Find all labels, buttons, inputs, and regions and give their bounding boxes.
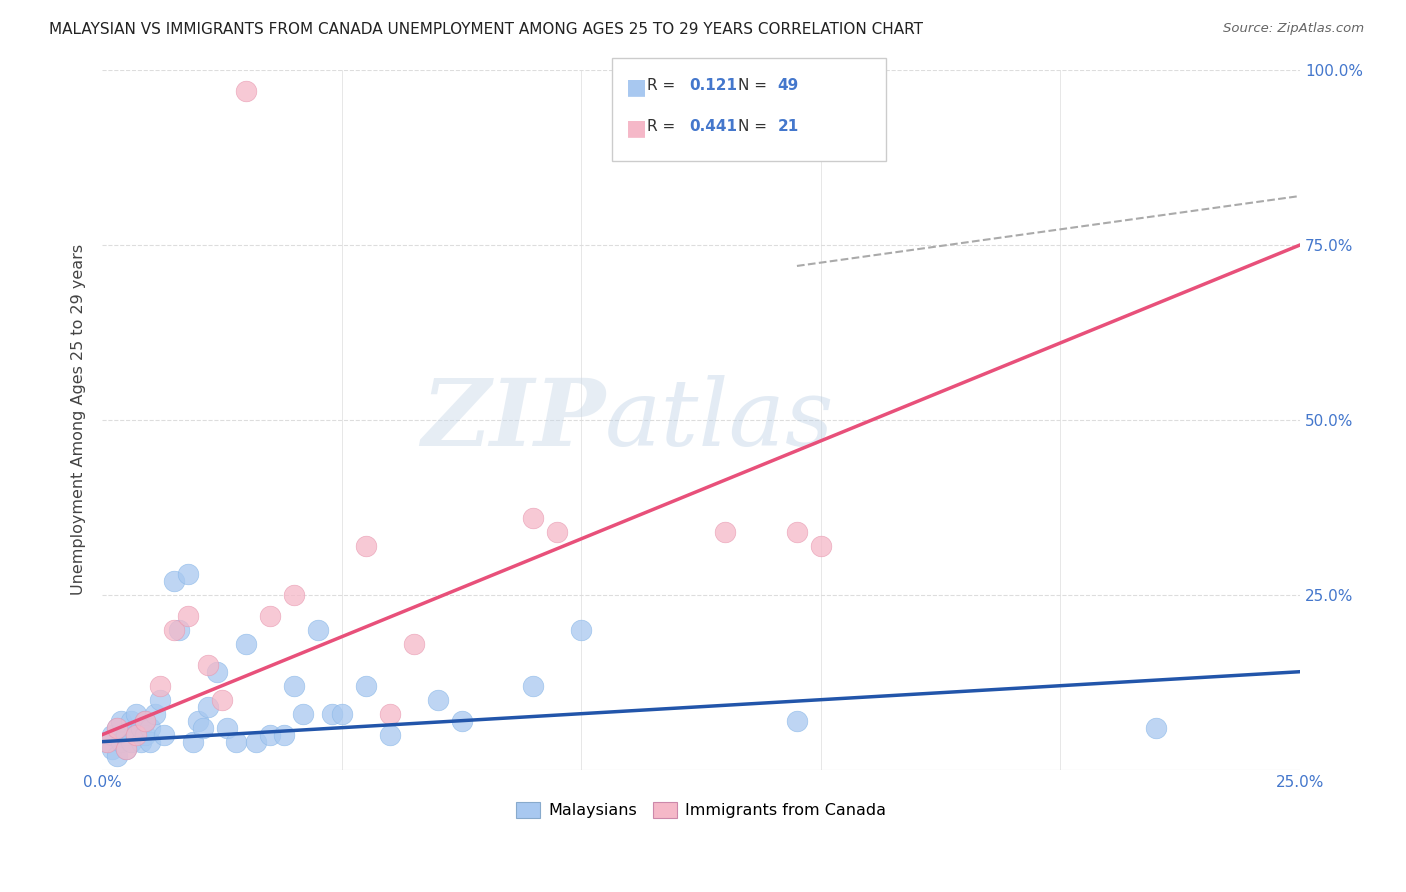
Point (101, 741, 124, 756)
Point (283, 679, 305, 693)
Point (235, 637, 257, 651)
Point (378, 706, 401, 721)
Point (105, 721, 128, 735)
Point (115, 741, 138, 756)
Point (143, 706, 166, 721)
Point (105, 748, 128, 763)
Point (120, 714, 142, 728)
Point (292, 706, 315, 721)
Point (167, 623, 190, 637)
Text: 21: 21 (778, 119, 799, 134)
Point (354, 679, 377, 693)
Point (139, 721, 162, 735)
Point (273, 728, 295, 742)
Point (450, 714, 472, 728)
Point (134, 728, 156, 742)
Point (426, 692, 449, 706)
Point (181, 734, 204, 748)
Point (786, 524, 808, 539)
Point (569, 623, 592, 637)
Point (197, 657, 219, 672)
Point (354, 539, 377, 553)
Legend: Malaysians, Immigrants from Canada: Malaysians, Immigrants from Canada (510, 796, 893, 824)
Point (205, 665, 228, 679)
Point (402, 637, 425, 651)
Point (187, 714, 209, 728)
Point (378, 728, 401, 742)
Point (149, 692, 172, 706)
Text: MALAYSIAN VS IMMIGRANTS FROM CANADA UNEMPLOYMENT AMONG AGES 25 TO 29 YEARS CORRE: MALAYSIAN VS IMMIGRANTS FROM CANADA UNEM… (49, 22, 924, 37)
Text: atlas: atlas (606, 375, 835, 465)
Point (125, 728, 148, 742)
Point (153, 728, 176, 742)
Point (134, 714, 156, 728)
Point (134, 714, 156, 728)
Point (215, 721, 238, 735)
Point (129, 734, 152, 748)
Point (235, 84, 257, 98)
Point (110, 734, 132, 748)
Text: Source: ZipAtlas.com: Source: ZipAtlas.com (1223, 22, 1364, 36)
Point (96, 734, 118, 748)
Point (163, 623, 186, 637)
Text: ■: ■ (626, 78, 647, 97)
Point (197, 699, 219, 714)
Point (120, 734, 142, 748)
Point (191, 721, 214, 735)
Y-axis label: Unemployment Among Ages 25 to 29 years: Unemployment Among Ages 25 to 29 years (72, 244, 86, 596)
Point (307, 623, 329, 637)
Point (163, 574, 186, 588)
Point (714, 524, 737, 539)
Text: ZIP: ZIP (420, 375, 606, 465)
Point (177, 566, 200, 581)
Point (330, 706, 353, 721)
Point (522, 510, 544, 524)
Text: 0.121: 0.121 (689, 78, 737, 93)
Point (110, 714, 132, 728)
Point (259, 608, 281, 623)
Point (101, 728, 124, 742)
Text: ■: ■ (626, 119, 647, 138)
Point (225, 734, 247, 748)
Point (786, 714, 808, 728)
Point (105, 721, 128, 735)
Text: N =: N = (738, 78, 772, 93)
Point (1144, 721, 1167, 735)
Point (321, 706, 343, 721)
Point (96, 734, 118, 748)
Point (522, 679, 544, 693)
Point (139, 734, 162, 748)
Point (149, 679, 172, 693)
Point (125, 728, 148, 742)
Point (810, 539, 832, 553)
Point (129, 721, 152, 735)
Point (115, 741, 138, 756)
Point (546, 524, 568, 539)
Point (125, 706, 148, 721)
Text: 49: 49 (778, 78, 799, 93)
Point (115, 728, 138, 742)
Point (259, 728, 281, 742)
Point (245, 734, 267, 748)
Point (211, 692, 233, 706)
Text: R =: R = (647, 78, 681, 93)
Text: N =: N = (738, 119, 772, 134)
Text: 0.441: 0.441 (689, 119, 737, 134)
Point (177, 608, 200, 623)
Text: R =: R = (647, 119, 681, 134)
Point (283, 588, 305, 602)
